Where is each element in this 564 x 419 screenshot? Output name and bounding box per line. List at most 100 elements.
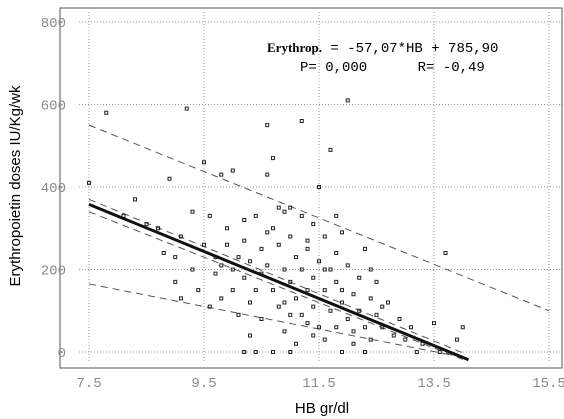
data-point-3 — [133, 197, 137, 202]
band-upper-confidence — [88, 198, 463, 354]
data-point-11 — [179, 234, 183, 239]
data-point-73 — [322, 337, 327, 342]
data-point-26 — [230, 168, 235, 173]
data-point-55 — [288, 312, 293, 317]
data-point-118 — [380, 304, 385, 309]
data-point-99 — [403, 337, 408, 342]
data-point-28 — [230, 288, 235, 293]
data-point-17 — [202, 160, 206, 165]
data-point-45 — [271, 226, 275, 231]
data-point-115 — [299, 312, 304, 317]
data-point-74 — [328, 147, 333, 152]
data-point-57 — [294, 296, 298, 301]
data-point-21 — [213, 271, 218, 276]
data-point-8 — [173, 279, 178, 284]
data-point-106 — [242, 350, 247, 354]
data-point-52 — [282, 329, 287, 334]
data-point-59 — [299, 119, 304, 123]
data-point-114 — [282, 300, 287, 305]
data-point-127 — [340, 288, 344, 293]
data-point-42 — [265, 172, 270, 177]
data-point-87 — [357, 275, 362, 280]
data-point-90 — [363, 325, 367, 330]
data-point-113 — [437, 350, 442, 354]
data-point-61 — [299, 267, 304, 272]
data-point-107 — [253, 350, 258, 354]
data-point-98 — [397, 317, 402, 321]
data-point-51 — [282, 267, 287, 272]
data-point-15 — [196, 288, 201, 293]
data-point-86 — [351, 341, 356, 346]
data-point-7 — [167, 176, 172, 181]
data-point-85 — [351, 292, 356, 297]
data-point-81 — [340, 230, 344, 235]
data-point-68 — [317, 185, 321, 189]
data-point-70 — [317, 325, 321, 330]
data-point-27 — [230, 267, 235, 272]
data-point-88 — [357, 308, 362, 313]
data-point-48 — [276, 242, 281, 247]
data-point-30 — [236, 255, 241, 260]
data-point-5 — [156, 226, 160, 231]
data-point-82 — [345, 98, 350, 103]
data-point-93 — [374, 312, 379, 317]
data-point-124 — [219, 263, 224, 268]
plot-frame — [59, 7, 563, 369]
data-point-19 — [207, 213, 212, 218]
data-point-94 — [374, 279, 379, 284]
data-point-10 — [179, 296, 183, 301]
data-point-38 — [259, 246, 264, 251]
prediction-bands — [88, 124, 550, 360]
grid — [59, 7, 564, 369]
data-point-97 — [391, 333, 396, 338]
data-point-69 — [317, 259, 321, 264]
band-lower-confidence — [88, 211, 463, 360]
data-point-60 — [299, 213, 304, 218]
data-point-36 — [253, 213, 258, 218]
data-point-35 — [248, 259, 252, 264]
data-point-50 — [282, 209, 287, 214]
data-point-122 — [334, 213, 339, 218]
data-point-53 — [288, 234, 293, 239]
data-point-84 — [345, 317, 350, 321]
y-axis-title: Erythropoietin doses IU/Kg/wk — [7, 85, 24, 286]
data-point-13 — [190, 209, 195, 214]
data-point-16 — [202, 242, 206, 247]
data-point-37 — [253, 288, 258, 293]
data-point-71 — [322, 288, 327, 293]
data-point-12 — [184, 106, 189, 111]
data-point-91 — [368, 296, 373, 301]
y-tick-label-1: 200 — [41, 264, 66, 280]
y-tick-label-3: 600 — [41, 99, 66, 115]
data-point-78 — [334, 251, 339, 255]
data-point-123 — [368, 267, 373, 272]
data-point-89 — [363, 246, 367, 251]
data-point-119 — [311, 333, 316, 338]
data-point-49 — [276, 304, 281, 309]
data-point-76 — [328, 308, 333, 313]
data-point-56 — [294, 255, 298, 260]
regression-line — [88, 202, 470, 362]
data-point-109 — [288, 350, 293, 354]
x-tick-label-2: 11.5 — [302, 376, 336, 392]
data-point-80 — [340, 300, 344, 305]
data-point-31 — [242, 238, 247, 243]
data-point-47 — [276, 205, 281, 210]
data-point-24 — [225, 242, 229, 247]
data-point-79 — [334, 325, 339, 330]
regression-line-group — [88, 202, 470, 362]
x-tick-label-4: 15.5 — [532, 376, 564, 392]
x-tick-label-3: 13.5 — [417, 376, 451, 392]
data-point-72 — [322, 234, 327, 239]
data-point-62 — [305, 288, 310, 293]
equation-name: Erythrop. — [267, 40, 322, 55]
data-point-111 — [363, 350, 367, 354]
data-point-34 — [248, 300, 252, 305]
data-point-110 — [340, 350, 344, 354]
data-point-14 — [190, 267, 195, 272]
data-point-121 — [265, 230, 270, 235]
data-point-96 — [386, 300, 390, 305]
data-point-33 — [248, 333, 252, 338]
data-point-66 — [311, 222, 316, 227]
